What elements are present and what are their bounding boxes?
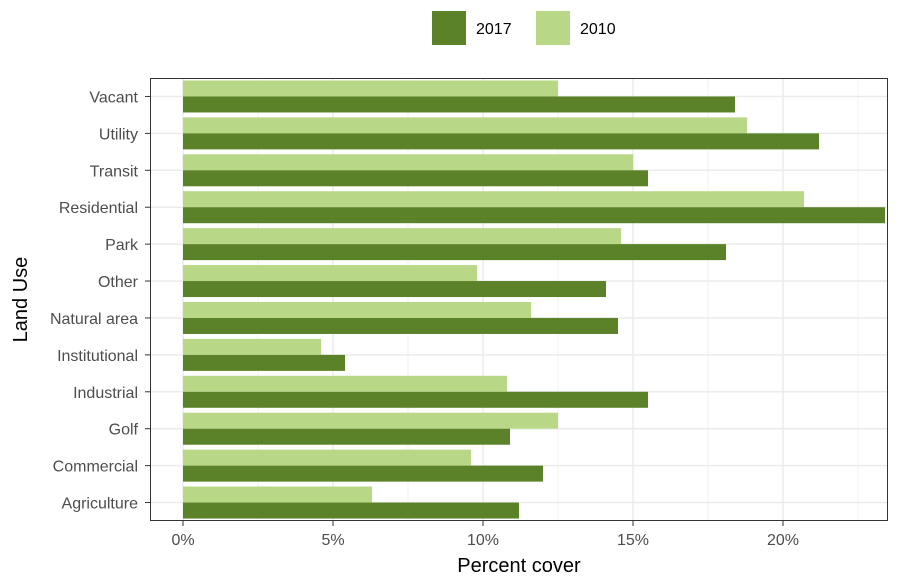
plot-area [150,78,888,521]
panel-background [150,78,888,521]
y-tick-label: Institutional [57,348,138,365]
bar-2010 [183,154,633,171]
y-tick-label: Other [98,274,139,291]
x-tick-label: 15% [617,532,649,549]
legend-key-2010 [536,11,570,45]
bar-2017 [183,133,819,150]
y-tick-label: Industrial [73,385,138,402]
bar-2010 [183,228,621,245]
x-tick-label: 0% [171,532,194,549]
legend: 2017 2010 [432,11,616,45]
x-axis: 0% 5% 10% 15% 20% [171,521,799,549]
y-tick-label: Transit [90,163,139,180]
x-tick-label: 5% [321,532,344,549]
bar-2017 [183,428,510,445]
y-tick-label: Agriculture [62,496,139,513]
bar-2010 [183,301,531,318]
legend-key-2017 [432,11,466,45]
bar-2010 [183,117,747,134]
bar-2010 [183,375,507,392]
bar-2017 [183,354,345,371]
y-axis-title: Land Use [10,257,32,343]
bars [183,80,885,519]
bar-2017 [183,170,648,187]
bar-2010 [183,486,372,503]
y-tick-label: Natural area [50,311,138,328]
x-tick-label: 20% [767,532,799,549]
bar-2017 [183,207,885,224]
x-axis-title: Percent cover [457,555,581,577]
y-tick-label: Commercial [53,459,138,476]
y-tick-label: Vacant [89,89,138,106]
panel-border [150,78,888,521]
y-tick-label: Golf [109,422,139,439]
minor-gridlines [257,78,859,521]
bar-2017 [183,96,735,113]
y-tick-label: Utility [99,126,138,143]
bar-2017 [183,391,648,408]
y-tick-label: Residential [59,200,138,217]
bar-2017 [183,244,726,261]
bar-2017 [183,281,606,298]
bar-2010 [183,265,477,282]
bar-2010 [183,449,471,466]
y-axis: Vacant Utility Transit Residential Park Other… [50,89,150,513]
legend-label-2017: 2017 [476,21,512,38]
bar-2017 [183,317,618,334]
y-tick-label: Park [105,237,139,254]
bar-2010 [183,412,558,429]
bar-2010 [183,191,804,208]
bar-2010 [183,338,321,355]
x-tick-label: 10% [467,532,499,549]
bar-2010 [183,80,558,97]
legend-label-2010: 2010 [580,21,616,38]
bar-2017 [183,465,543,482]
bar-2017 [183,502,519,519]
